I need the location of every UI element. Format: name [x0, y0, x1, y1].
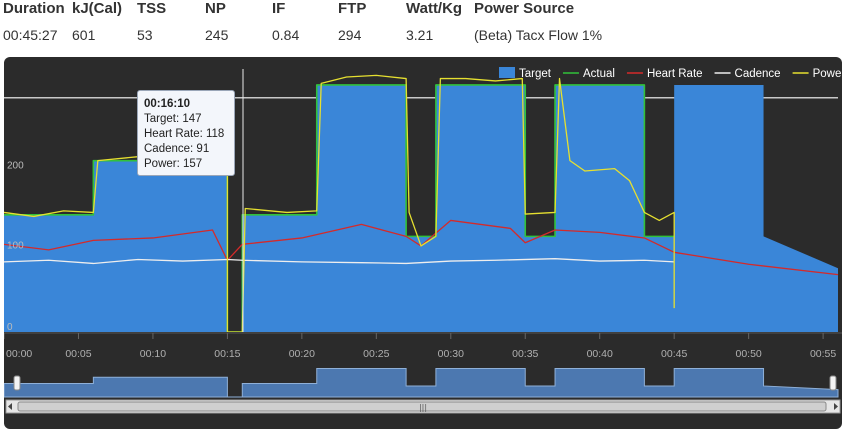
workout-chart[interactable]: 0 100 200 00:00 00:05 00:10 00:15 00:20 00:25 00:… — [4, 57, 842, 429]
legend-item-label[interactable]: Power — [813, 68, 842, 80]
x-tick-label: 00:55 — [810, 348, 836, 360]
workout-chart-panel[interactable]: 0 100 200 00:00 00:05 00:10 00:15 00:20 00:25 00:… — [4, 57, 842, 429]
x-tick-label: 00:15 — [214, 348, 240, 360]
scroll-left-arrow-icon[interactable] — [8, 403, 12, 410]
y-tick-label: 100 — [7, 240, 24, 251]
legend-item-label[interactable]: Target — [519, 68, 552, 80]
tooltip-heart-rate: Heart Rate: 118 — [144, 128, 225, 140]
chart-tooltip: 00:16:10 Target: 147 Heart Rate: 118 Cad… — [137, 90, 235, 176]
tooltip-cadence: Cadence: 91 — [144, 143, 210, 155]
cadence-series-line — [4, 258, 675, 265]
stat-header-duration: Duration — [3, 0, 65, 17]
y-tick-label: 200 — [7, 161, 24, 172]
legend-item-label[interactable]: Heart Rate — [647, 68, 703, 80]
navigator-right-handle[interactable] — [829, 375, 837, 391]
target-area — [4, 84, 838, 332]
stat-value-kj: 601 — [72, 27, 96, 43]
navigator-scrollbar-thumb[interactable] — [17, 401, 827, 412]
stat-value-if: 0.84 — [272, 27, 300, 43]
tooltip-time: 00:16:10 — [144, 98, 191, 110]
x-tick-label: 00:40 — [587, 348, 613, 360]
y-tick-label: 0 — [7, 322, 13, 333]
stat-header-watt-kg: Watt/Kg — [406, 0, 463, 17]
x-tick-label: 00:00 — [6, 348, 32, 360]
navigator-series[interactable] — [4, 367, 839, 398]
tooltip-power: Power: 157 — [144, 158, 203, 170]
x-tick-label: 00:35 — [512, 348, 538, 360]
x-axis-strip — [4, 332, 842, 354]
stat-value-duration: 00:45:27 — [3, 27, 58, 43]
legend-item-label[interactable]: Cadence — [735, 68, 781, 80]
legend-item-label[interactable]: Actual — [583, 68, 615, 80]
stats-header-row: Duration kJ(Cal) TSS NP IF FTP Watt/Kg P… — [0, 0, 850, 24]
legend-swatch — [499, 67, 515, 78]
stat-value-power-source: (Beta) Tacx Flow 1% — [474, 27, 603, 43]
stat-header-kj: kJ(Cal) — [72, 0, 123, 17]
heart-rate-series-line — [4, 219, 839, 276]
stat-header-np: NP — [205, 0, 226, 17]
stat-header-if: IF — [272, 0, 286, 17]
x-tick-label: 00:50 — [736, 348, 762, 360]
stat-header-tss: TSS — [137, 0, 167, 17]
x-tick-label: 00:25 — [363, 348, 389, 360]
ride-stats-table: Duration kJ(Cal) TSS NP IF FTP Watt/Kg P… — [0, 0, 850, 56]
stat-value-watt-kg: 3.21 — [406, 27, 434, 43]
x-tick-label: 00:45 — [661, 348, 687, 360]
tooltip-target: Target: 147 — [144, 113, 202, 125]
scrollbar-grip-icon: ||| — [419, 403, 427, 412]
x-tick-label: 00:30 — [438, 348, 464, 360]
scroll-right-arrow-icon[interactable] — [834, 403, 838, 410]
stat-value-tss: 53 — [137, 27, 153, 43]
stat-header-power-source: Power Source — [474, 0, 575, 17]
x-tick-label: 00:20 — [289, 348, 315, 360]
x-tick-label: 00:10 — [140, 348, 166, 360]
stat-value-np: 245 — [205, 27, 229, 43]
stat-value-ftp: 294 — [338, 27, 362, 43]
stat-header-ftp: FTP — [338, 0, 367, 17]
x-tick-label: 00:05 — [65, 348, 91, 360]
navigator-left-handle[interactable] — [13, 375, 21, 391]
stats-value-row: 00:45:27 601 53 245 0.84 294 3.21 (Beta)… — [0, 27, 850, 51]
